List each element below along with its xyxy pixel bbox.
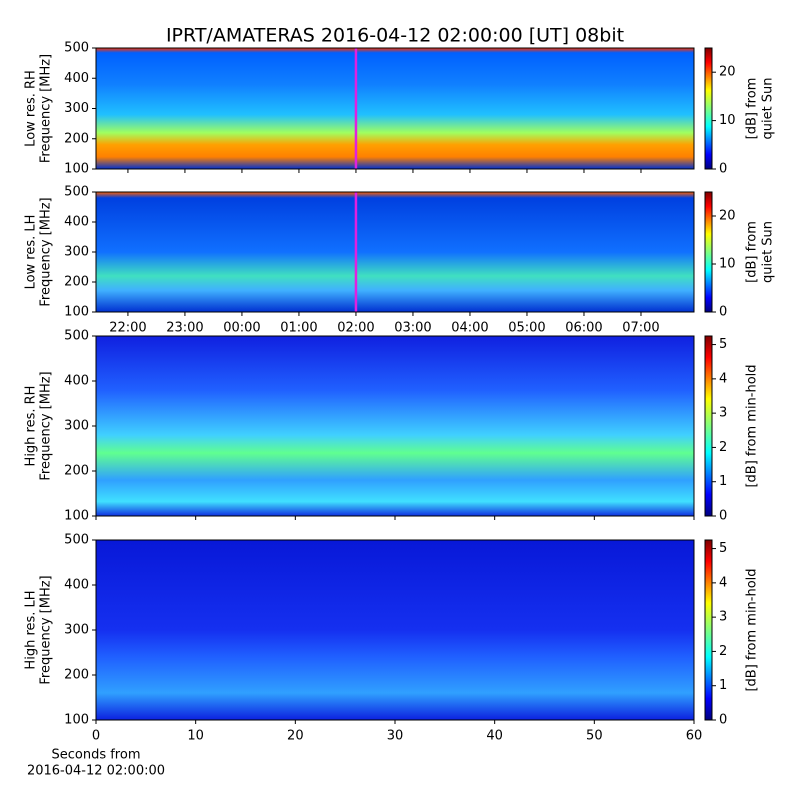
x-tick-label: 04:00	[451, 321, 488, 336]
colorbar-tick-label: 5	[719, 541, 727, 556]
y-tick-label: 100	[64, 305, 89, 320]
y-tick-label: 400	[64, 71, 89, 86]
colorbar-tick-label: 20	[719, 209, 736, 224]
colorbar-tick-label: 1	[719, 678, 727, 693]
y-tick-label: 400	[64, 578, 89, 593]
spectrogram	[96, 336, 694, 516]
colorbar	[704, 335, 713, 517]
colorbar-label: quiet Sun	[761, 77, 776, 139]
x-tick-label: 02:00	[337, 321, 374, 336]
y-tick-label: 500	[64, 185, 89, 200]
y-tick-label: 400	[64, 374, 89, 389]
colorbar-label: [dB] from min-hold	[745, 568, 760, 691]
y-axis-label: Low res. RH	[24, 70, 39, 147]
x-tick-label: 22:00	[109, 321, 146, 336]
chart-title: IPRT/AMATERAS 2016-04-12 02:00:00 [UT] 0…	[166, 25, 624, 47]
x-tick-label: 10	[187, 729, 204, 744]
y-axis-label: High res. RH	[24, 386, 39, 467]
x-tick-label: 01:00	[280, 321, 317, 336]
colorbar-tick-label: 1	[719, 474, 727, 489]
colorbar-tick-label: 5	[719, 337, 727, 352]
colorbar-label: quiet Sun	[761, 221, 776, 283]
spectrogram	[96, 48, 694, 169]
x-tick-label: 50	[586, 729, 603, 744]
y-tick-label: 200	[64, 464, 89, 479]
y-tick-label: 200	[64, 131, 89, 146]
y-axis-label: Low res. LH	[24, 215, 39, 290]
colorbar-label: [dB] from min-hold	[745, 364, 760, 487]
colorbar-tick-label: 20	[719, 65, 736, 80]
y-axis-label: Frequency [MHz]	[39, 197, 54, 306]
x-axis-label: 2016-04-12 02:00:00	[27, 764, 165, 779]
colorbar-tick-label: 3	[719, 610, 727, 625]
y-tick-label: 300	[64, 245, 89, 260]
colorbar	[704, 539, 713, 721]
y-tick-label: 500	[64, 329, 89, 344]
x-tick-label: 23:00	[166, 321, 203, 336]
x-axis-label: Seconds from	[51, 748, 140, 763]
colorbar	[704, 47, 713, 170]
y-tick-label: 400	[64, 215, 89, 230]
colorbar	[704, 191, 713, 313]
colorbar-tick-label: 0	[719, 509, 727, 524]
colorbar-tick-label: 0	[719, 162, 727, 177]
x-tick-label: 00:00	[223, 321, 260, 336]
y-axis-label: Frequency [MHz]	[39, 54, 54, 163]
spectrogram	[96, 192, 694, 312]
colorbar-tick-label: 4	[719, 575, 727, 590]
x-tick-label: 20	[287, 729, 304, 744]
x-tick-label: 40	[486, 729, 503, 744]
x-tick-label: 05:00	[508, 321, 545, 336]
y-tick-label: 200	[64, 668, 89, 683]
x-tick-label: 03:00	[394, 321, 431, 336]
x-tick-label: 06:00	[565, 321, 602, 336]
y-tick-label: 300	[64, 623, 89, 638]
colorbar-tick-label: 10	[719, 113, 736, 128]
y-tick-label: 300	[64, 101, 89, 116]
colorbar-tick-label: 0	[719, 713, 727, 728]
y-tick-label: 100	[64, 509, 89, 524]
colorbar-tick-label: 2	[719, 440, 727, 455]
colorbar-label: [dB] from	[745, 78, 760, 140]
y-tick-label: 100	[64, 162, 89, 177]
y-tick-label: 500	[64, 533, 89, 548]
colorbar-tick-label: 2	[719, 644, 727, 659]
x-tick-label: 30	[387, 729, 404, 744]
spectrogram	[96, 540, 694, 720]
x-tick-label: 07:00	[622, 321, 659, 336]
colorbar-tick-label: 3	[719, 406, 727, 421]
y-tick-label: 100	[64, 713, 89, 728]
colorbar-tick-label: 10	[719, 257, 736, 272]
y-tick-label: 200	[64, 275, 89, 290]
y-axis-label: High res. LH	[24, 590, 39, 669]
colorbar-tick-label: 0	[719, 305, 727, 320]
y-axis-label: Frequency [MHz]	[39, 575, 54, 684]
colorbar-tick-label: 4	[719, 371, 727, 386]
y-tick-label: 500	[64, 41, 89, 56]
colorbar-label: [dB] from	[745, 221, 760, 283]
x-tick-label: 0	[92, 729, 100, 744]
y-tick-label: 300	[64, 419, 89, 434]
x-tick-label: 60	[686, 729, 703, 744]
y-axis-label: Frequency [MHz]	[39, 371, 54, 480]
